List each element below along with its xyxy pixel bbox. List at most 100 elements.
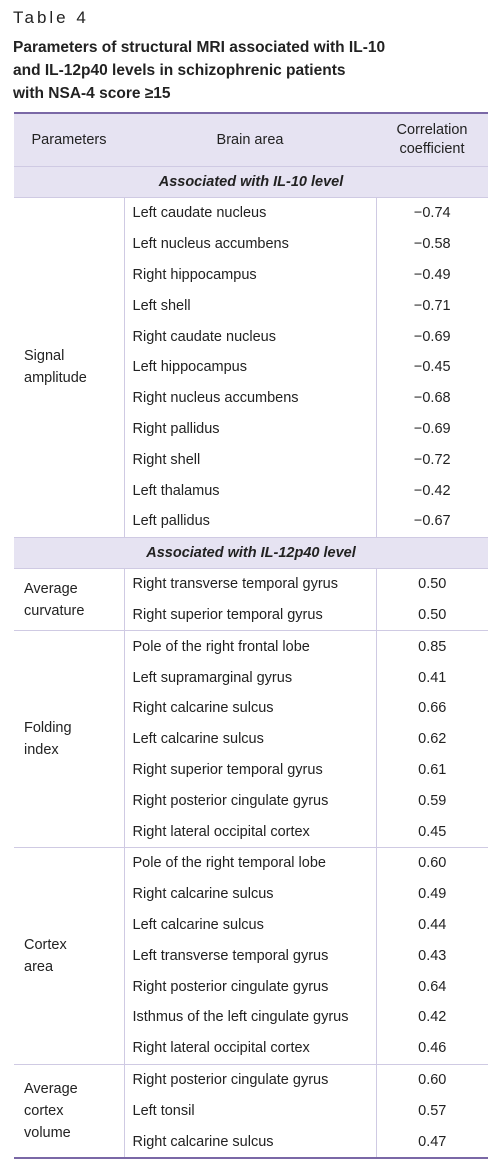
brain-area: Left thalamus xyxy=(132,482,220,499)
data-row: Right hippocampus −0.49 xyxy=(14,259,488,291)
brain-area: Right calcarine sulcus xyxy=(132,886,274,903)
correlation: 0.57 xyxy=(375,1095,488,1127)
data-row: Left calcarine sulcus 0.44 xyxy=(14,909,488,941)
data-row: Left hippocampus −0.45 xyxy=(14,351,488,383)
parameter-cell: Average cortex volume xyxy=(14,1063,125,1158)
data-row: Left pallidus −0.67 xyxy=(14,505,488,538)
header-cell: Parameters xyxy=(14,113,124,167)
data-row: Right lateral occipital cortex 0.46 xyxy=(14,1032,488,1065)
parameter-cell: Folding index xyxy=(14,630,125,848)
brain-area: Left tonsil xyxy=(132,1102,195,1119)
header-cell: Brain area xyxy=(124,113,376,167)
correlation: 0.45 xyxy=(375,816,488,848)
section-title: Associated with IL-12p40 level xyxy=(14,536,488,569)
correlation: −0.74 xyxy=(375,196,488,229)
correlation: −0.71 xyxy=(375,290,488,322)
data-row: Left shell −0.71 xyxy=(14,290,488,322)
brain-area: Right pallidus xyxy=(132,420,220,437)
correlation: 0.85 xyxy=(375,630,488,663)
data-row: Right calcarine sulcus 0.66 xyxy=(14,692,488,724)
caption-line: Parameters of structural MRI associated … xyxy=(13,39,386,56)
parameter: Average cortex volume xyxy=(24,1080,78,1141)
data-row: Signal amplitude Left caudate nucleus −0.7… xyxy=(14,196,488,538)
data-row: Right calcarine sulcus 0.47 xyxy=(14,1126,488,1158)
correlation: 0.50 xyxy=(375,599,488,631)
brain-area: Left caudate nucleus xyxy=(124,196,376,229)
brain-area: Right calcarine sulcus xyxy=(132,700,274,717)
brain-area: Right posterior cingulate gyrus xyxy=(132,792,329,809)
correlation: −0.67 xyxy=(375,505,488,538)
brain-area: Right lateral occipital cortex xyxy=(132,823,310,840)
brain-area: Right superior temporal gyrus xyxy=(132,761,323,778)
correlation: 0.49 xyxy=(375,878,488,910)
data-row: Average cortex volume Right posterior cin… xyxy=(14,1063,488,1158)
correlation: −0.69 xyxy=(375,413,488,445)
data-row: Right superior temporal gyrus 0.61 xyxy=(14,754,488,786)
correlation: 0.50 xyxy=(375,567,488,600)
data-row: Left nucleus accumbens −0.58 xyxy=(14,228,488,260)
brain-area: Right lateral occipital cortex xyxy=(132,1040,310,1057)
brain-area: Right transverse temporal gyrus xyxy=(124,567,376,600)
section-row: Associated with IL-10 level xyxy=(14,166,488,198)
correlation: 0.64 xyxy=(375,971,488,1002)
data-row: Cortex area Pole of the right temporal lo… xyxy=(14,846,488,1065)
brain-area: Left calcarine sulcus xyxy=(132,731,264,748)
brain-area: Left supramarginal gyrus xyxy=(132,669,293,686)
brain-area: Right shell xyxy=(132,451,201,468)
parameter: Folding index xyxy=(24,720,72,759)
correlation: −0.42 xyxy=(375,475,488,506)
brain-area: Right calcarine sulcus xyxy=(132,1133,274,1150)
header-text: Correlation coefficient xyxy=(396,122,468,157)
brain-area: Right posterior cingulate gyrus xyxy=(132,978,329,995)
parameter-cell: Cortex area xyxy=(14,846,125,1065)
brain-area: Left calcarine sulcus xyxy=(132,916,264,933)
correlation: 0.60 xyxy=(375,1063,488,1096)
header-text: Parameters xyxy=(31,131,107,148)
data-row: Isthmus of the left cingulate gyrus 0.42 xyxy=(14,1001,488,1033)
data-row: Right posterior cingulate gyrus 0.64 xyxy=(14,971,488,1002)
correlation: −0.69 xyxy=(375,321,488,352)
brain-area: Right posterior cingulate gyrus xyxy=(124,1063,376,1096)
correlation: 0.61 xyxy=(375,754,488,786)
table: Parameters Brain area Correlation coeffici… xyxy=(14,112,488,1159)
correlation: 0.60 xyxy=(375,846,488,879)
brain-area: Left transverse temporal gyrus xyxy=(132,947,329,964)
parameter-cell: Average curvature xyxy=(14,567,125,631)
data-row: Left calcarine sulcus 0.62 xyxy=(14,723,488,755)
correlation: 0.66 xyxy=(375,692,488,724)
data-row: Right posterior cingulate gyrus 0.59 xyxy=(14,785,488,817)
data-row: Right shell −0.72 xyxy=(14,444,488,476)
header-row: Parameters Brain area Correlation coeffici… xyxy=(14,113,488,167)
brain-area: Left nucleus accumbens xyxy=(132,236,289,253)
data-row: Right calcarine sulcus 0.49 xyxy=(14,878,488,910)
correlation: −0.72 xyxy=(375,444,488,476)
parameter-cell: Signal amplitude xyxy=(14,197,125,538)
brain-area: Right nucleus accumbens xyxy=(132,390,299,407)
correlation: 0.46 xyxy=(375,1032,488,1065)
data-row: Left thalamus −0.42 xyxy=(14,475,488,506)
data-row: Left supramarginal gyrus 0.41 xyxy=(14,662,488,693)
brain-area: Pole of the right frontal lobe xyxy=(124,630,376,663)
parameter: Signal amplitude xyxy=(24,348,87,387)
correlation: 0.41 xyxy=(375,662,488,693)
parameter: Average curvature xyxy=(24,580,85,619)
parameter: Cortex area xyxy=(24,936,67,975)
brain-area: Pole of the right temporal lobe xyxy=(124,846,376,879)
brain-area: Left pallidus xyxy=(132,513,210,530)
data-row: Right caudate nucleus −0.69 xyxy=(14,321,488,352)
correlation: −0.58 xyxy=(375,228,488,260)
brain-area: Right hippocampus xyxy=(132,266,257,283)
brain-area: Isthmus of the left cingulate gyrus xyxy=(132,1009,349,1026)
data-row: Left transverse temporal gyrus 0.43 xyxy=(14,940,488,972)
brain-area: Right superior temporal gyrus xyxy=(132,606,323,623)
data-row: Right nucleus accumbens −0.68 xyxy=(14,382,488,414)
caption-line: and IL-12p40 levels in schizophrenic pat… xyxy=(13,62,346,79)
brain-area: Left hippocampus xyxy=(132,359,247,376)
correlation: −0.49 xyxy=(375,259,488,291)
correlation: 0.59 xyxy=(375,785,488,817)
caption-line: with NSA-4 score ≥15 xyxy=(13,85,171,102)
correlation: 0.42 xyxy=(375,1001,488,1033)
correlation: −0.45 xyxy=(375,351,488,383)
correlation: −0.68 xyxy=(375,382,488,414)
